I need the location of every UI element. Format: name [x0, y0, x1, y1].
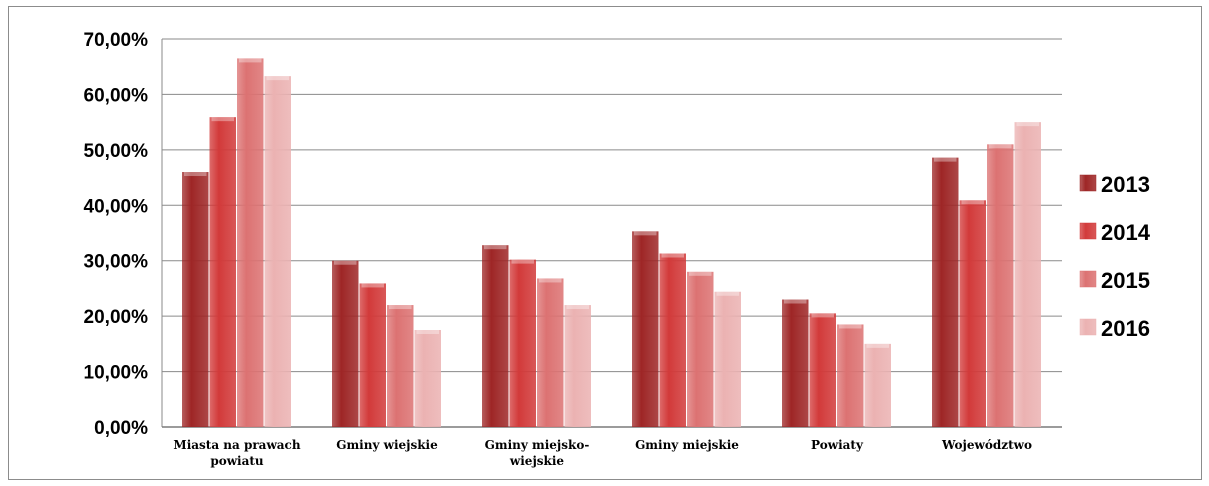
bar-highlight	[566, 305, 589, 310]
bar-2015	[687, 271, 714, 427]
bar-highlight	[716, 291, 739, 296]
bar-highlight	[839, 324, 862, 329]
bar-highlight	[689, 271, 712, 276]
legend-label: 2015	[1101, 268, 1150, 293]
bar-highlight	[989, 144, 1012, 149]
y-tick-label: 10,00%	[84, 363, 149, 384]
y-tick-label: 0,00%	[94, 418, 148, 439]
legend-swatch	[1079, 270, 1097, 288]
bar-2013	[332, 260, 359, 427]
bar-highlight	[334, 260, 357, 265]
legend-label: 2013	[1101, 172, 1150, 197]
y-axis: 0,00% 10,00% 20,00% 30,00% 40,00% 50,00% 60,00…	[84, 30, 1062, 439]
x-category-label: wiejskie	[509, 454, 564, 468]
bar-highlight	[811, 313, 834, 318]
x-category-label: Województwo	[941, 438, 1032, 452]
bar-2014	[359, 283, 386, 427]
y-tick-label: 30,00%	[84, 252, 149, 273]
y-tick-label: 70,00%	[84, 30, 149, 51]
bar-highlight	[389, 305, 412, 310]
x-category-label: Powiaty	[811, 438, 864, 452]
bar-highlight	[184, 172, 207, 177]
y-tick-label: 20,00%	[84, 307, 149, 328]
legend: 2013 2014 2015 2016	[1079, 172, 1151, 341]
legend-swatch	[1079, 174, 1097, 192]
bar-2016	[414, 330, 441, 427]
bar-highlight	[211, 117, 234, 122]
bar-highlight	[539, 278, 562, 283]
x-category-label: Miasta na prawach	[173, 438, 300, 452]
bar-2016	[564, 305, 591, 427]
bar-2016	[864, 343, 891, 427]
x-category-label: Gminy miejskie	[635, 438, 739, 452]
bar-2013	[632, 231, 659, 427]
bar-highlight	[784, 299, 807, 304]
bar-2014	[509, 259, 536, 427]
bar-2014	[959, 200, 986, 427]
x-category-label: Gminy wiejskie	[336, 438, 438, 452]
bar-highlight	[634, 231, 657, 236]
bar-2015	[837, 324, 864, 427]
bar-highlight	[1016, 122, 1039, 127]
bar-highlight	[661, 253, 684, 258]
legend-swatch	[1079, 222, 1097, 240]
bar-2014	[809, 313, 836, 427]
bar-2013	[932, 157, 959, 428]
bar-2015	[537, 278, 564, 427]
bar-highlight	[934, 157, 957, 162]
bar-2013	[482, 245, 509, 427]
bar-highlight	[511, 259, 534, 264]
gridlines	[162, 38, 1062, 428]
bar-2013	[782, 299, 809, 427]
y-tick-label: 60,00%	[84, 85, 149, 106]
y-tick-label: 40,00%	[84, 196, 149, 217]
x-category-label: Gminy miejsko-	[485, 438, 590, 452]
bar-highlight	[866, 343, 889, 348]
bar-2013	[182, 172, 209, 427]
bar-2014	[659, 253, 686, 427]
bar-highlight	[484, 245, 507, 250]
bar-2015	[237, 58, 264, 428]
bar-2014	[209, 117, 236, 427]
bar-2015	[387, 305, 414, 427]
x-axis: Miasta na prawach powiatu Gminy wiejskie Gm…	[173, 438, 1032, 468]
bar-highlight	[266, 76, 289, 81]
bar-2015	[987, 144, 1014, 428]
bar-highlight	[416, 330, 439, 334]
legend-label: 2016	[1101, 316, 1150, 341]
legend-swatch	[1079, 318, 1097, 336]
bar-2016	[1014, 122, 1041, 428]
y-tick-label: 50,00%	[84, 141, 149, 162]
legend-label: 2014	[1101, 220, 1151, 245]
bar-2016	[264, 76, 291, 427]
bar-highlight	[239, 58, 262, 63]
bar-highlight	[961, 200, 984, 205]
bars	[182, 58, 1041, 428]
x-category-label: powiatu	[210, 454, 264, 468]
bar-2016	[714, 291, 741, 427]
bar-highlight	[361, 283, 384, 288]
